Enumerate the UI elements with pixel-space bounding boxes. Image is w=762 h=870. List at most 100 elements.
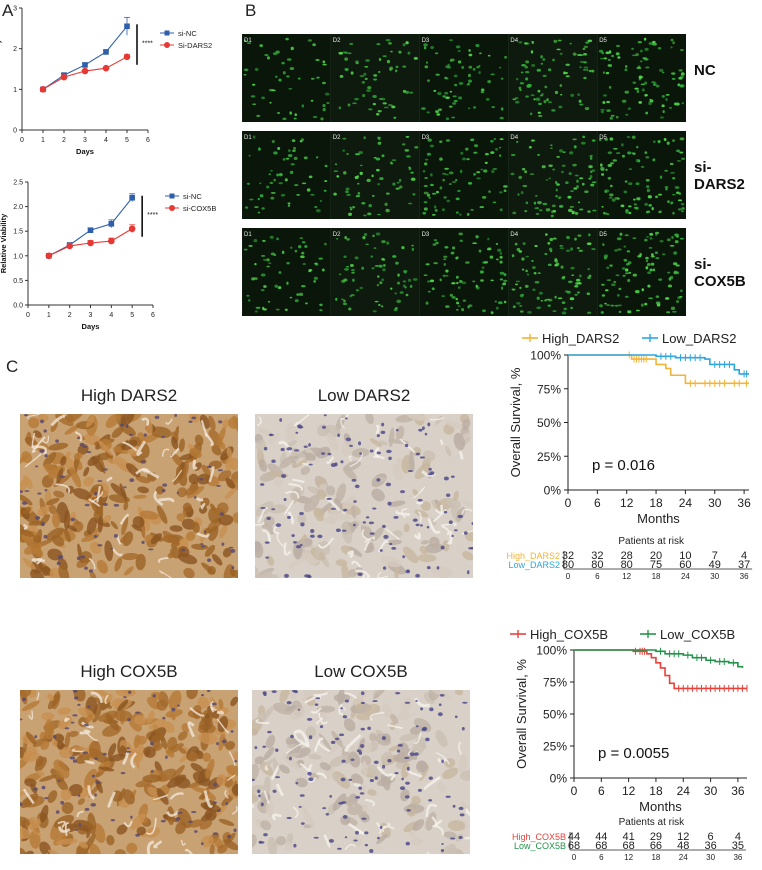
- tissue-cell: [50, 768, 65, 783]
- cell: [304, 245, 308, 248]
- cell: [254, 67, 259, 71]
- cell: [534, 244, 538, 248]
- cell: [278, 271, 282, 274]
- cell: [344, 190, 349, 194]
- nucleus: [287, 515, 291, 519]
- cell: [575, 278, 581, 282]
- stroma-line: [415, 500, 424, 505]
- cell: [544, 85, 548, 89]
- cell: [249, 198, 254, 201]
- nucleus: [428, 799, 433, 802]
- cell: [614, 249, 618, 252]
- tissue-cell: [265, 800, 274, 817]
- cell: [591, 181, 597, 184]
- cell: [333, 192, 337, 196]
- tissue-cell: [421, 501, 431, 512]
- cell: [405, 41, 409, 45]
- tissue-cell: [133, 494, 147, 499]
- stroma-line: [401, 508, 408, 519]
- cell: [345, 265, 349, 268]
- nucleus: [212, 832, 218, 835]
- stroma-line: [372, 455, 385, 460]
- cell: [678, 192, 682, 195]
- nucleus: [404, 443, 409, 448]
- tissue-cell: [59, 746, 74, 759]
- nucleus: [463, 531, 468, 535]
- cell: [366, 178, 371, 183]
- tissue-cell: [170, 765, 185, 782]
- tissue-cell: [32, 738, 47, 748]
- tissue-cell: [83, 466, 90, 477]
- day-label: D2: [333, 135, 341, 141]
- cell: [257, 197, 260, 201]
- cell: [518, 175, 523, 180]
- cell: [300, 255, 305, 259]
- cell: [275, 75, 278, 78]
- stroma-line: [166, 810, 180, 817]
- nucleus: [113, 533, 119, 538]
- cell: [552, 310, 557, 312]
- risk-value: 36: [704, 840, 716, 852]
- nucleus: [321, 425, 326, 429]
- nucleus: [130, 815, 133, 819]
- nucleus: [123, 696, 127, 699]
- tissue-cell: [369, 438, 382, 447]
- cell: [497, 248, 502, 252]
- nucleus: [381, 736, 386, 740]
- cell: [600, 163, 603, 167]
- cell: [661, 104, 665, 108]
- tissue-cell: [361, 741, 373, 754]
- cell: [344, 57, 349, 61]
- cell: [460, 151, 464, 155]
- cell: [589, 175, 593, 179]
- cell: [473, 144, 479, 148]
- cell: [606, 100, 611, 104]
- stroma-line: [464, 807, 470, 817]
- nucleus: [471, 522, 473, 525]
- cell: [366, 89, 371, 92]
- cell: [397, 281, 400, 285]
- cell: [662, 253, 666, 256]
- nucleus: [440, 545, 445, 550]
- cell: [291, 139, 296, 143]
- cell: [378, 58, 382, 61]
- tissue-cell: [461, 499, 473, 511]
- tissue-cell: [20, 816, 31, 827]
- cell: [615, 52, 620, 56]
- tissue-cell: [382, 703, 392, 718]
- cell: [378, 98, 383, 100]
- tissue-cell: [176, 513, 186, 522]
- cell: [324, 242, 327, 246]
- nucleus: [80, 555, 86, 559]
- cell: [432, 243, 437, 246]
- cell: [492, 201, 497, 204]
- cell: [554, 90, 559, 95]
- cell: [479, 52, 482, 55]
- cell: [479, 270, 484, 274]
- nucleus: [79, 442, 85, 447]
- stroma-line: [275, 783, 284, 797]
- cell: [451, 116, 455, 119]
- tissue-cell: [291, 459, 297, 468]
- nucleus: [154, 415, 160, 420]
- risk-value: 68: [623, 840, 635, 852]
- cell: [289, 296, 293, 299]
- cell: [346, 153, 349, 155]
- nucleus: [387, 501, 392, 506]
- x-tick-label: 2: [62, 137, 66, 144]
- tissue-cell: [39, 841, 51, 854]
- risk-value: 68: [568, 840, 580, 852]
- cell: [452, 95, 457, 98]
- cell: [644, 238, 648, 242]
- cell: [293, 117, 297, 120]
- cell: [376, 43, 381, 46]
- cell: [529, 173, 535, 176]
- cell: [395, 69, 398, 73]
- nucleus: [33, 787, 38, 791]
- nucleus: [129, 433, 133, 437]
- stroma-line: [426, 851, 431, 854]
- cell: [607, 151, 613, 155]
- cell: [610, 114, 615, 117]
- cell: [319, 309, 323, 312]
- legend-label: High_COX5B: [530, 627, 608, 642]
